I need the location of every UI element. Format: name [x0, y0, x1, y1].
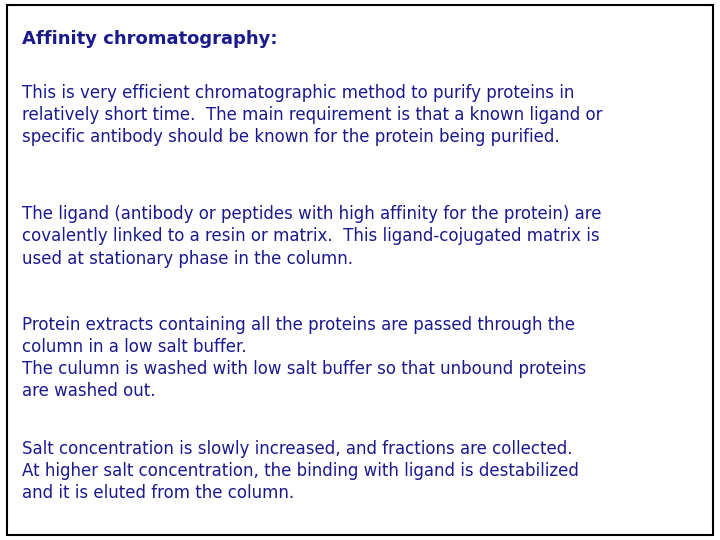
FancyBboxPatch shape	[7, 5, 713, 535]
Text: Protein extracts containing all the proteins are passed through the
column in a : Protein extracts containing all the prot…	[22, 316, 586, 401]
Text: Affinity chromatography:: Affinity chromatography:	[22, 30, 277, 48]
Text: This is very efficient chromatographic method to purify proteins in
relatively s: This is very efficient chromatographic m…	[22, 84, 602, 146]
Text: The ligand (antibody or peptides with high affinity for the protein) are
covalen: The ligand (antibody or peptides with hi…	[22, 205, 601, 268]
Text: Salt concentration is slowly increased, and fractions are collected.
At higher s: Salt concentration is slowly increased, …	[22, 440, 578, 503]
